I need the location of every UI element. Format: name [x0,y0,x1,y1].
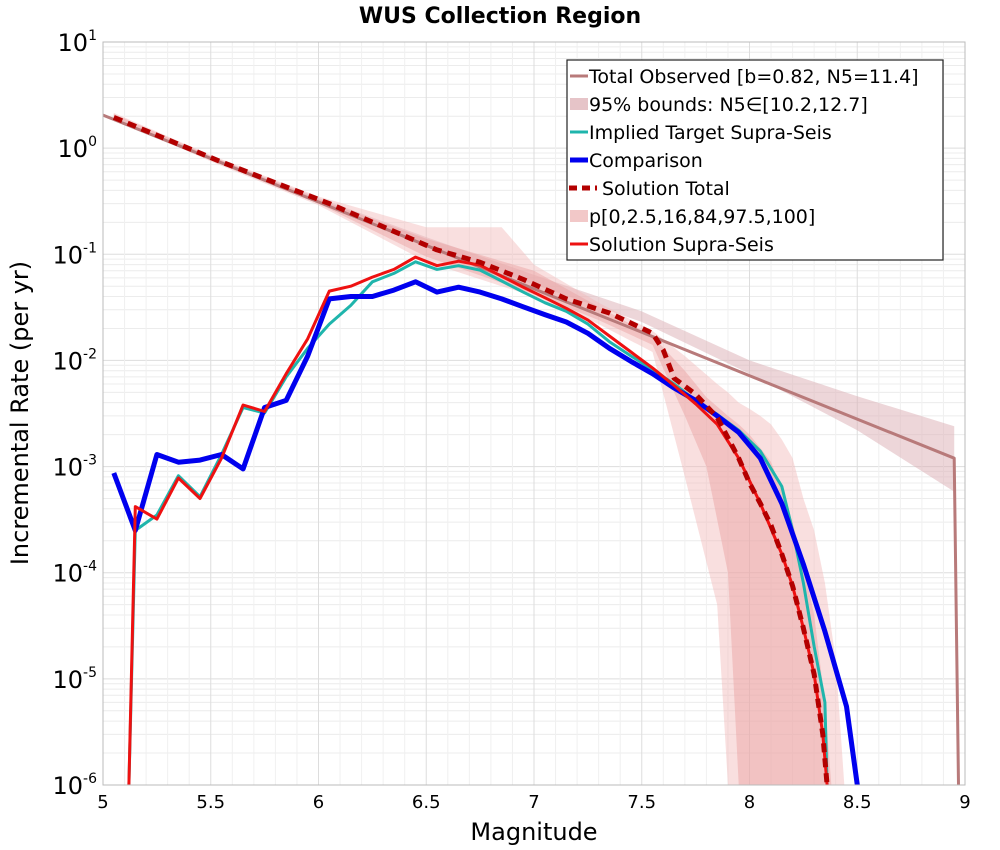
legend-label: Comparison [589,150,703,172]
legend: Total Observed [b=0.82, N5=11.4] 95% boun… [566,59,944,261]
series-line-5 [112,115,830,786]
series-line-3 [111,279,860,786]
bands [103,112,955,786]
series-lines [102,113,960,786]
legend-label: 95% bounds: N5∈[10.2,12.7] [589,94,868,116]
y-axis-label: Incremental Rate (per yr) [6,261,34,565]
uncertainty-band-2 [113,112,845,786]
y-axis-ticks: 10-6 10-5 10-4 10-3 10-2 10-1 100 101 [52,28,97,800]
x-tick-label: 6 [313,792,324,813]
y-tick-label: 10-1 [52,240,97,269]
chart-title: WUS Collection Region [359,4,641,29]
y-tick-label: 10-3 [52,453,97,482]
legend-swatch [570,210,588,222]
legend-label: Implied Target Supra-Seis [589,122,832,144]
y-tick-label: 101 [58,28,97,57]
y-tick-label: 10-6 [52,771,97,800]
x-tick-label: 7.5 [627,792,656,813]
series-line-1 [102,113,960,786]
legend-swatch [570,98,588,110]
x-tick-label: 5 [97,792,108,813]
x-tick-label: 6.5 [412,792,441,813]
x-axis-ticks: 5 5.5 6 6.5 7 7.5 8 8.5 9 [97,792,970,813]
x-tick-label: 5.5 [196,792,225,813]
x-tick-label: 7 [528,792,539,813]
x-tick-label: 9 [959,792,970,813]
legend-box [566,59,944,261]
plot-area-frame [102,41,966,786]
x-tick-label: 8.5 [843,792,872,813]
legend-label: Solution Total [602,178,730,200]
legend-label: p[0,2.5,16,84,97.5,100] [589,206,815,228]
x-tick-label: 8 [744,792,755,813]
y-tick-label: 100 [58,134,97,163]
legend-label: Solution Supra-Seis [589,234,774,256]
y-tick-label: 10-2 [52,346,97,375]
y-tick-label: 10-4 [52,559,97,588]
y-tick-label: 10-5 [52,665,97,694]
x-axis-label: Magnitude [470,818,597,846]
uncertainty-band-3 [113,113,832,785]
legend-label: Total Observed [b=0.82, N5=11.4] [588,66,919,88]
